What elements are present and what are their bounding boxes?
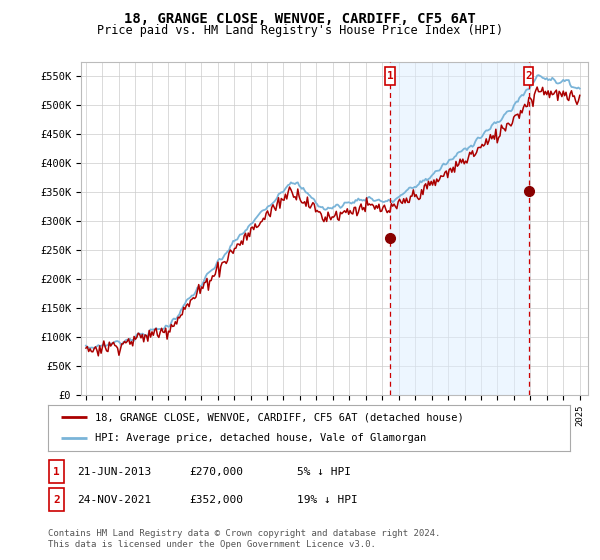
Text: £352,000: £352,000	[189, 494, 243, 505]
Text: 21-JUN-2013: 21-JUN-2013	[77, 466, 151, 477]
Text: 19% ↓ HPI: 19% ↓ HPI	[297, 494, 358, 505]
Text: HPI: Average price, detached house, Vale of Glamorgan: HPI: Average price, detached house, Vale…	[95, 433, 426, 444]
Text: 1: 1	[53, 466, 60, 477]
Text: Price paid vs. HM Land Registry's House Price Index (HPI): Price paid vs. HM Land Registry's House …	[97, 24, 503, 37]
Text: 2: 2	[53, 494, 60, 505]
Text: 18, GRANGE CLOSE, WENVOE, CARDIFF, CF5 6AT (detached house): 18, GRANGE CLOSE, WENVOE, CARDIFF, CF5 6…	[95, 412, 464, 422]
FancyBboxPatch shape	[385, 67, 395, 85]
Text: 24-NOV-2021: 24-NOV-2021	[77, 494, 151, 505]
Text: £270,000: £270,000	[189, 466, 243, 477]
Text: 2: 2	[526, 71, 532, 81]
Text: 5% ↓ HPI: 5% ↓ HPI	[297, 466, 351, 477]
Bar	[390, 62, 529, 395]
Text: Contains HM Land Registry data © Crown copyright and database right 2024.
This d: Contains HM Land Registry data © Crown c…	[48, 529, 440, 549]
Text: 18, GRANGE CLOSE, WENVOE, CARDIFF, CF5 6AT: 18, GRANGE CLOSE, WENVOE, CARDIFF, CF5 6…	[124, 12, 476, 26]
FancyBboxPatch shape	[524, 67, 533, 85]
Text: 1: 1	[386, 71, 394, 81]
